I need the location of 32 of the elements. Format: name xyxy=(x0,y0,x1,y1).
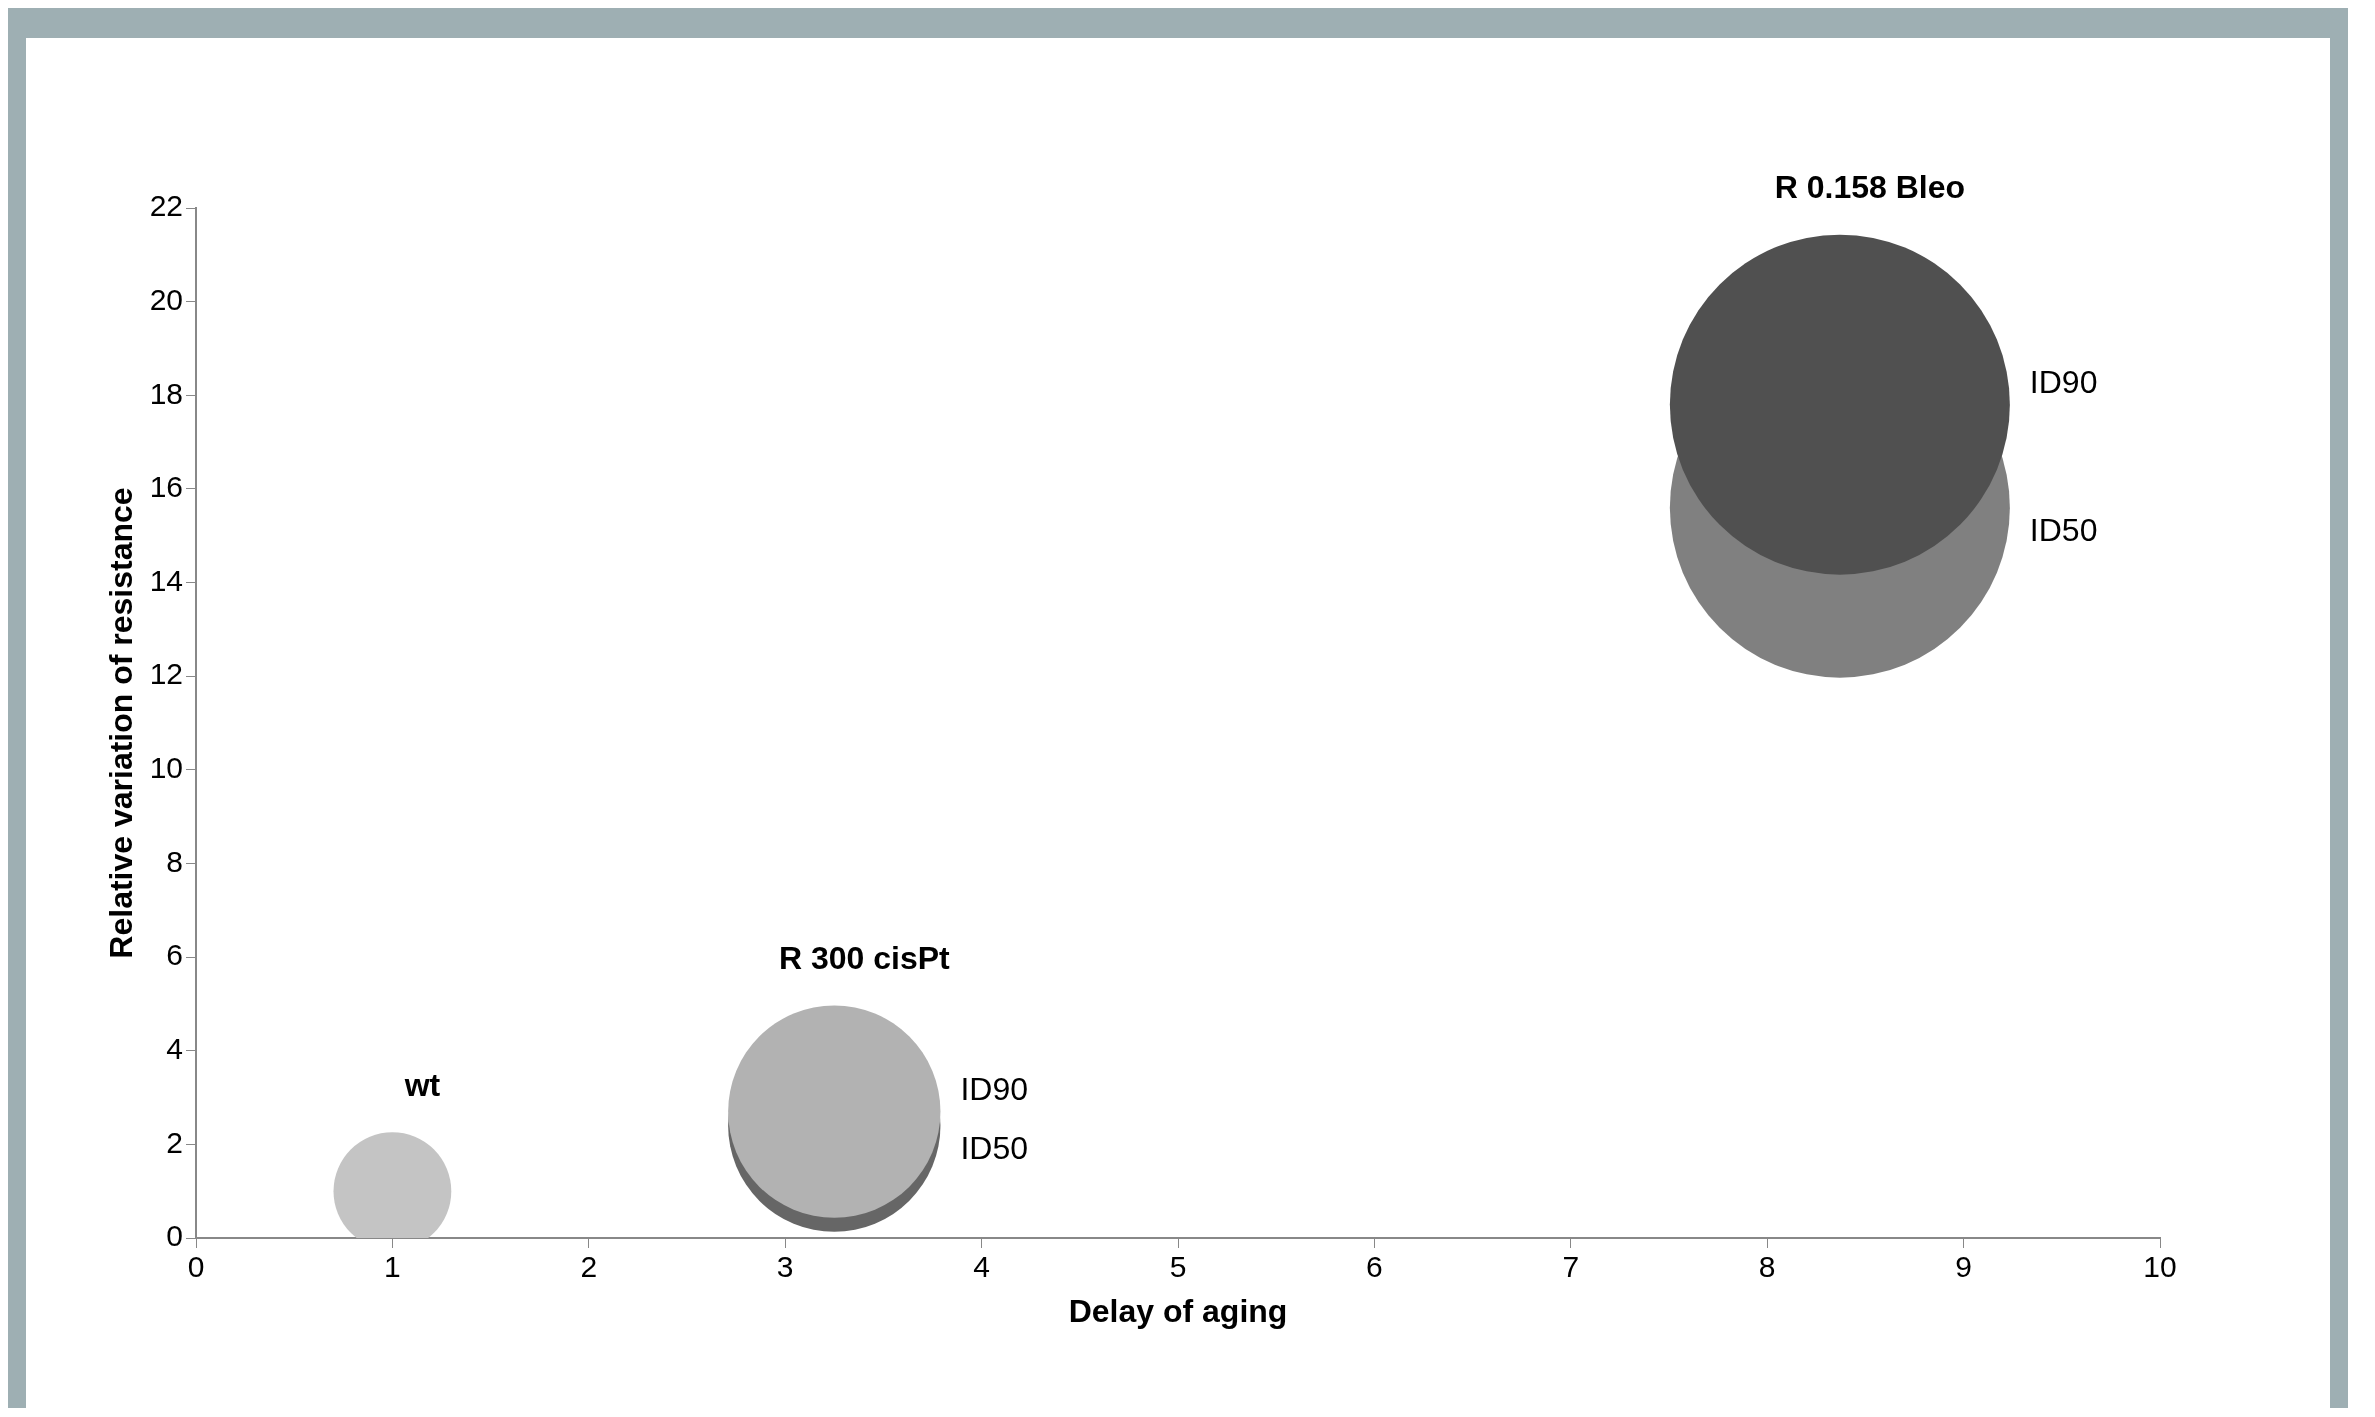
x-tick-label: 9 xyxy=(1955,1250,1972,1284)
y-tick-label: 14 xyxy=(149,563,183,597)
series-label: R 300 cisPt xyxy=(778,940,951,977)
y-tick-label: 2 xyxy=(166,1125,183,1159)
data-label: ID50 xyxy=(2029,512,2098,549)
data-label: ID90 xyxy=(960,1071,1029,1108)
data-label: ID90 xyxy=(2029,364,2098,401)
y-tick-label: 12 xyxy=(149,657,183,691)
y-tick-label: 4 xyxy=(166,1031,183,1065)
x-tick-label: 3 xyxy=(776,1250,794,1284)
x-tick-label: 2 xyxy=(580,1250,598,1284)
x-tick-label: 8 xyxy=(1758,1250,1776,1284)
x-tick-label: 7 xyxy=(1562,1250,1580,1284)
x-tick-label: 1 xyxy=(384,1250,401,1284)
series-label: R 0.158 Bleo xyxy=(1774,169,1966,206)
y-tick-label: 0 xyxy=(166,1219,183,1253)
x-axis-title: Delay of aging xyxy=(1068,1293,1288,1330)
y-tick-label: 16 xyxy=(149,470,183,504)
x-tick-label: 10 xyxy=(2143,1250,2177,1284)
x-tick-label: 4 xyxy=(973,1250,990,1284)
data-label: ID50 xyxy=(960,1130,1029,1167)
y-axis-title: Relative variation of resistance xyxy=(103,487,140,959)
y-tick-label: 20 xyxy=(149,282,183,316)
y-tick-label: 6 xyxy=(166,938,183,972)
y-tick-label: 22 xyxy=(149,189,183,223)
y-tick-label: 8 xyxy=(166,844,183,878)
x-tick-label: 0 xyxy=(187,1250,205,1284)
y-tick-label: 18 xyxy=(149,376,183,410)
x-tick-label: 5 xyxy=(1169,1250,1187,1284)
y-tick-label: 10 xyxy=(149,751,183,785)
series-label: wt xyxy=(403,1067,441,1104)
x-tick-label: 6 xyxy=(1366,1250,1383,1284)
